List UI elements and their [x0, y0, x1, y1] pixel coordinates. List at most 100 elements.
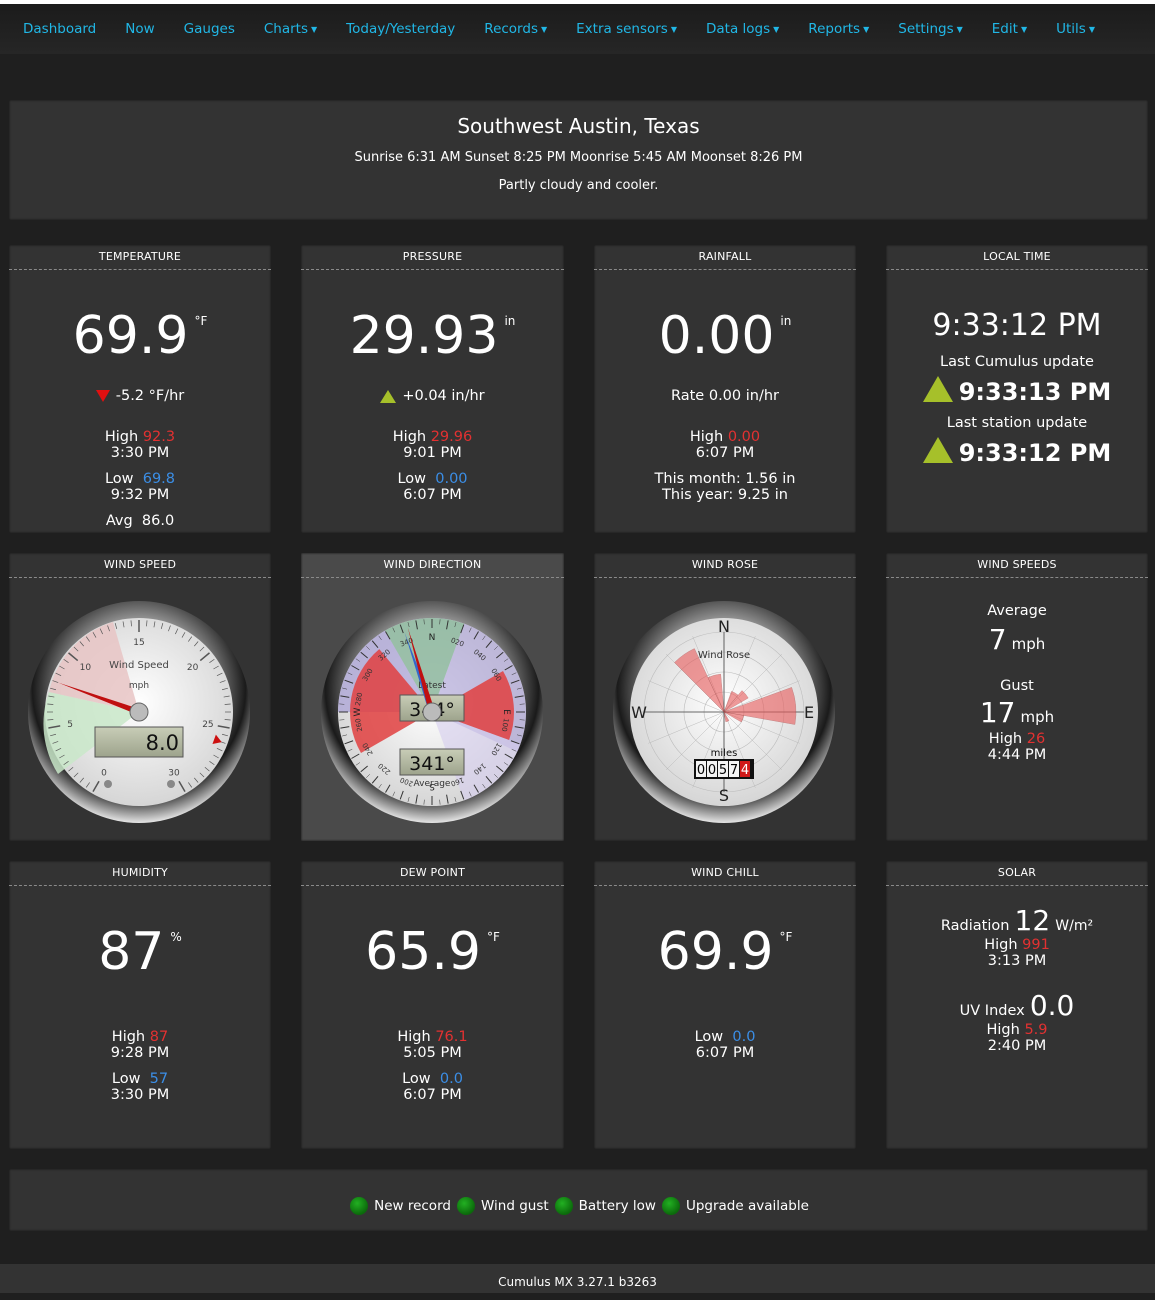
- low-label: Low: [112, 1071, 141, 1087]
- low-value: 57: [150, 1071, 168, 1087]
- nav-charts[interactable]: Charts▼: [252, 21, 329, 37]
- uv-high: High 5.9: [886, 1022, 1148, 1038]
- solar-uv: UV Index 0.0: [886, 989, 1148, 1022]
- wind-gust-unit: mph: [1021, 708, 1055, 726]
- value-text: 87: [98, 922, 164, 982]
- tick-label: 0: [101, 769, 107, 779]
- status-up-icon: [923, 437, 953, 463]
- gauge-label: Wind Speed: [109, 660, 169, 671]
- rainfall-high-time: 6:07 PM: [594, 445, 856, 461]
- high-value: 29.96: [431, 429, 473, 445]
- trend-text: -5.2 °F/hr: [116, 388, 185, 404]
- radiation-label: Radiation: [941, 918, 1010, 934]
- high-label: High: [989, 731, 1022, 747]
- sun-moon-times: Sunrise 6:31 AM Sunset 8:25 PM Moonrise …: [9, 150, 1148, 165]
- cumulus-update: 9:33:13 PM: [886, 376, 1148, 406]
- wind-speeds-card: WIND SPEEDS Average 7 mph Gust 17 mph Hi…: [886, 553, 1148, 841]
- radiation-high: High 991: [886, 937, 1148, 953]
- gauge-unit: mph: [129, 681, 149, 691]
- cardinal-label: E: [501, 709, 511, 715]
- wind-chill-value: 69.9°F: [594, 922, 856, 995]
- cardinal-label: N: [429, 633, 436, 643]
- odometer-digit: 7: [730, 763, 738, 778]
- nav-edit[interactable]: Edit▼: [980, 21, 1039, 37]
- value-text: 29.93: [350, 306, 499, 366]
- high-label: High: [984, 937, 1017, 953]
- humidity-low: Low 57: [9, 1071, 271, 1087]
- rainfall-rate: Rate 0.00 in/hr: [594, 388, 856, 404]
- dew-point-low-time: 6:07 PM: [301, 1087, 564, 1103]
- rainfall-high: High 0.00: [594, 429, 856, 445]
- status-row: New record Wind gust Battery low Upgrade…: [9, 1169, 1148, 1231]
- temperature-high-time: 3:30 PM: [9, 445, 271, 461]
- odometer-digit: 4: [741, 763, 749, 778]
- nav-now[interactable]: Now: [113, 21, 166, 37]
- radiation-value: 12: [1015, 904, 1051, 937]
- card-title: WIND SPEED: [9, 553, 271, 578]
- nav-settings[interactable]: Settings ▼: [886, 21, 975, 37]
- value-text: 69.9: [658, 922, 774, 982]
- odometer-digit: 0: [708, 763, 716, 778]
- wind-chill-low: Low 0.0: [594, 1029, 856, 1045]
- nav-label: Extra sensors: [576, 21, 668, 37]
- wind-average: 7 mph: [886, 623, 1148, 656]
- trend-text: +0.04 in/hr: [402, 388, 484, 404]
- wind-direction-gauge: 0200400601001201401602002202402602803003…: [301, 578, 564, 840]
- low-value: 0.0: [732, 1029, 755, 1045]
- nav-reports[interactable]: Reports▼: [796, 21, 881, 37]
- card-title: LOCAL TIME: [886, 245, 1148, 270]
- tick-label: 25: [202, 720, 213, 730]
- nav-today-yesterday[interactable]: Today/Yesterday: [334, 21, 467, 37]
- dew-point-low: Low 0.0: [301, 1071, 564, 1087]
- odometer-label: miles: [711, 748, 738, 759]
- uv-high-time: 2:40 PM: [886, 1038, 1148, 1054]
- high-value: 991: [1022, 937, 1050, 953]
- status-label: Upgrade available: [686, 1198, 809, 1214]
- gauge-led: [167, 780, 175, 788]
- wind-gust-value: 17: [980, 696, 1016, 729]
- card-title: WIND SPEEDS: [886, 553, 1148, 578]
- card-title: RAINFALL: [594, 245, 856, 270]
- radiation-unit: W/m²: [1055, 918, 1093, 934]
- wind-gust-led-icon: [457, 1197, 475, 1215]
- high-value: 5.9: [1024, 1022, 1047, 1038]
- local-time-card: LOCAL TIME 9:33:12 PM Last Cumulus updat…: [886, 245, 1148, 533]
- temperature-high: High 92.3: [9, 429, 271, 445]
- high-value: 0.00: [728, 429, 760, 445]
- nav-data-logs[interactable]: Data logs▼: [694, 21, 791, 37]
- pressure-trend: +0.04 in/hr: [301, 388, 564, 404]
- low-value: 0.0: [440, 1071, 463, 1087]
- dew-point-high-time: 5:05 PM: [301, 1045, 564, 1061]
- high-value: 76.1: [435, 1029, 467, 1045]
- high-value: 26: [1027, 731, 1045, 747]
- nav-gauges[interactable]: Gauges: [172, 21, 247, 37]
- temperature-avg: Avg 86.0: [9, 513, 271, 529]
- low-value: 69.8: [143, 471, 175, 487]
- nav-label: Settings: [898, 21, 953, 37]
- low-label: Low: [402, 1071, 431, 1087]
- caret-down-icon: ▼: [957, 25, 963, 34]
- humidity-low-time: 3:30 PM: [9, 1087, 271, 1103]
- station-header: Southwest Austin, Texas Sunrise 6:31 AM …: [9, 100, 1148, 220]
- temperature-value: 69.9°F: [9, 306, 271, 379]
- status-panel: New record Wind gust Battery low Upgrade…: [9, 1169, 1148, 1231]
- nav-utils[interactable]: Utils▼: [1044, 21, 1107, 37]
- tick-label: 20: [187, 663, 199, 673]
- nav-extra-sensors[interactable]: Extra sensors▼: [564, 21, 689, 37]
- nav-records[interactable]: Records▼: [472, 21, 559, 37]
- nav-dashboard[interactable]: Dashboard: [11, 21, 108, 37]
- high-label: High: [690, 429, 723, 445]
- card-title: WIND CHILL: [594, 861, 856, 886]
- card-title: SOLAR: [886, 861, 1148, 886]
- solar-radiation: Radiation 12 W/m²: [886, 904, 1148, 937]
- temperature-low: Low 69.8: [9, 471, 271, 487]
- cardinal-w: W: [631, 703, 647, 722]
- uv-label: UV Index: [960, 1003, 1025, 1019]
- wind-gust-label: Gust: [886, 678, 1148, 694]
- card-title: DEW POINT: [301, 861, 564, 886]
- avg-value: 86.0: [142, 513, 174, 529]
- high-label: High: [393, 429, 426, 445]
